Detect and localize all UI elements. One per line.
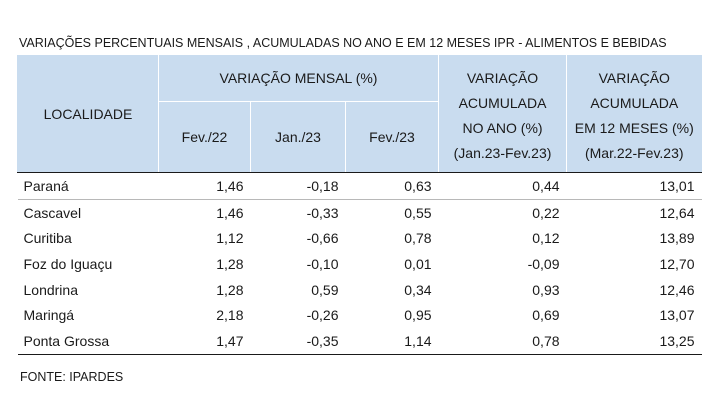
cell-acum-ano: 0,78 (438, 328, 567, 355)
cell-jan23: -0,35 (250, 328, 346, 355)
cell-jan23: 0,59 (311, 281, 339, 298)
data-table: LOCALIDADE VARIAÇÃO MENSAL (%) VARIAÇÃO … (17, 55, 702, 355)
header-acumulada-ano-line2: ACUMULADA (458, 94, 547, 111)
table-row: Curitiba 1,12 -0,66 0,78 0,12 13,89 (18, 225, 702, 251)
cell-localidade: Paraná (17, 172, 159, 200)
cell-fev23: 0,78 (404, 230, 432, 247)
header-acumulada-ano-line3: NO ANO (%) (462, 119, 543, 136)
cell-acum-ano: 0,12 (532, 230, 560, 247)
cell-jan23: -0,33 (306, 204, 339, 221)
cell-fev22: 1,46 (158, 172, 251, 200)
cell-localidade: Curitiba (23, 230, 72, 247)
cell-localidade: Cascavel (23, 204, 82, 221)
cell-jan23: -0,10 (306, 255, 339, 272)
cell-fev23: 1,14 (345, 328, 439, 355)
cell-fev22: 1,46 (216, 204, 244, 221)
cell-localidade: Foz do Iguaçu (23, 255, 113, 272)
header-month-fev22: Fev./22 (158, 101, 251, 173)
cell-acum-12m: 12,70 (659, 255, 695, 272)
header-acumulada-12m-line2: ACUMULADA (590, 94, 679, 111)
cell-fev23: 0,01 (404, 255, 432, 272)
cell-acum-ano: 0,93 (532, 281, 560, 298)
cell-acum-ano: 0,69 (532, 307, 560, 324)
cell-jan23: -0,26 (306, 307, 339, 324)
cell-fev23: 0,34 (404, 281, 432, 298)
header-acumulada-ano: VARIAÇÃO ACUMULADA NO ANO (%) (Jan.23-Fe… (438, 55, 567, 173)
cell-fev22: 1,28 (216, 281, 244, 298)
table-row: Cascavel 1,46 -0,33 0,55 0,22 12,64 (18, 199, 702, 225)
table-row: Ponta Grossa 1,47 -0,35 1,14 0,78 13,25 (17, 328, 702, 355)
cell-jan23: -0,66 (306, 230, 339, 247)
cell-localidade: Maringá (23, 307, 75, 324)
cell-acum-ano: 0,22 (532, 204, 560, 221)
cell-fev22: 2,18 (216, 307, 244, 324)
cell-fev22: 1,28 (216, 255, 244, 272)
cell-jan23: -0,18 (250, 172, 346, 200)
cell-acum-12m: 13,25 (566, 328, 702, 355)
table-row: Maringá 2,18 -0,26 0,95 0,69 13,07 (18, 302, 702, 328)
cell-fev23: 0,63 (345, 172, 439, 200)
cell-fev23: 0,95 (404, 307, 432, 324)
header-localidade: LOCALIDADE (17, 55, 159, 173)
header-acumulada-12m-line3: EM 12 MESES (%) (574, 119, 694, 136)
header-acumulada-12m: VARIAÇÃO ACUMULADA EM 12 MESES (%) (Mar.… (566, 55, 702, 173)
cell-fev23: 0,55 (404, 204, 432, 221)
cell-fev22: 1,47 (158, 328, 251, 355)
source-note: FONTE: IPARDES (20, 370, 124, 384)
cell-acum-12m: 13,89 (659, 230, 695, 247)
cell-localidade: Ponta Grossa (17, 328, 159, 355)
header-acumulada-12m-line1: VARIAÇÃO (598, 69, 670, 86)
header-acumulada-12m-line4: (Mar.22-Fev.23) (584, 144, 684, 161)
header-month-fev23: Fev./23 (344, 101, 439, 173)
table-row: Foz do Iguaçu 1,28 -0,10 0,01 -0,09 12,7… (18, 251, 702, 277)
cell-fev22: 1,12 (216, 230, 244, 247)
header-acumulada-ano-line1: VARIAÇÃO (466, 69, 539, 86)
table-row: Paraná 1,46 -0,18 0,63 0,44 13,01 (17, 172, 702, 200)
cell-acum-12m: 12,64 (659, 204, 695, 221)
header-variacao-mensal: VARIAÇÃO MENSAL (%) (157, 55, 439, 102)
table-header: LOCALIDADE VARIAÇÃO MENSAL (%) VARIAÇÃO … (17, 55, 702, 173)
cell-acum-ano: -0,09 (527, 255, 560, 272)
cell-acum-ano: 0,44 (438, 172, 567, 200)
table-row: Londrina 1,28 0,59 0,34 0,93 12,46 (18, 277, 702, 303)
header-month-jan23: Jan./23 (250, 101, 346, 173)
cell-acum-12m: 13,01 (566, 172, 702, 200)
table-title: VARIAÇÕES PERCENTUAIS MENSAIS , ACUMULAD… (19, 36, 667, 50)
table-body: Paraná 1,46 -0,18 0,63 0,44 13,01 Cascav… (17, 172, 702, 355)
cell-acum-12m: 12,46 (659, 281, 695, 298)
cell-localidade: Londrina (23, 281, 79, 298)
header-acumulada-ano-line4: (Jan.23-Fev.23) (453, 144, 552, 161)
cell-acum-12m: 13,07 (659, 307, 695, 324)
